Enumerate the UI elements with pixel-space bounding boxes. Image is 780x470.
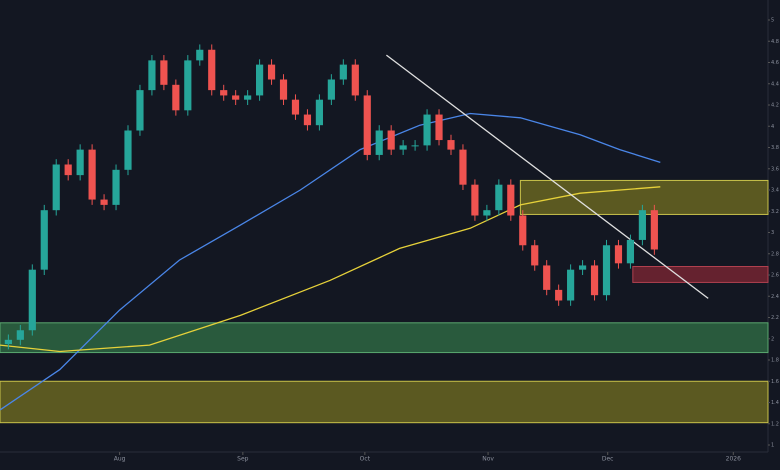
candle-body bbox=[363, 95, 371, 155]
candle-body bbox=[172, 84, 180, 111]
y-tick-label: 3 bbox=[771, 230, 774, 236]
candle-body bbox=[339, 64, 347, 80]
candle-body bbox=[638, 210, 646, 240]
candle-body bbox=[208, 49, 216, 91]
y-tick-label: 5 bbox=[771, 18, 774, 24]
candle-body bbox=[351, 64, 359, 96]
candle-body bbox=[88, 149, 96, 200]
x-tick-label: Oct bbox=[360, 456, 371, 463]
candle-body bbox=[136, 90, 144, 131]
candle-body bbox=[543, 265, 551, 290]
candle-body bbox=[614, 245, 623, 264]
candle-body bbox=[40, 210, 48, 270]
candle-body bbox=[387, 130, 395, 150]
candle-body bbox=[100, 199, 108, 205]
candle-body bbox=[495, 184, 503, 211]
candle-body bbox=[471, 184, 479, 216]
candle-body bbox=[28, 269, 36, 331]
y-tick-label: 3.6 bbox=[771, 166, 779, 172]
y-tick-label: 4.2 bbox=[771, 103, 779, 109]
candle-body bbox=[531, 245, 539, 266]
candle-body bbox=[232, 95, 240, 100]
candle-body bbox=[435, 114, 443, 141]
candle-body bbox=[244, 95, 252, 100]
candle-body bbox=[315, 99, 323, 126]
candle-body bbox=[411, 145, 419, 147]
candle-body bbox=[220, 90, 228, 96]
line bbox=[386, 54, 709, 299]
candle-body bbox=[291, 99, 300, 115]
candle-body bbox=[507, 184, 515, 216]
candle-body bbox=[447, 140, 455, 150]
y-tick-label: 1.8 bbox=[771, 358, 779, 364]
candle-body bbox=[112, 169, 120, 205]
candle-body bbox=[327, 79, 335, 100]
candle-body bbox=[483, 210, 491, 216]
candle-body bbox=[267, 64, 276, 80]
candle-body bbox=[124, 130, 132, 170]
candle-body bbox=[567, 269, 575, 301]
y-tick-label: 2 bbox=[771, 336, 774, 342]
candle-body bbox=[279, 79, 288, 100]
candle-body bbox=[196, 49, 204, 61]
candle-body bbox=[459, 149, 467, 185]
candle-body bbox=[399, 145, 407, 150]
line bbox=[0, 112, 661, 411]
x-tick-label: 2026 bbox=[726, 456, 741, 463]
y-tick-label: 1 bbox=[771, 443, 774, 449]
candle-body bbox=[52, 164, 60, 211]
y-tick-label: 3.8 bbox=[771, 145, 779, 151]
candle-body bbox=[578, 265, 587, 270]
x-tick-label: Dec bbox=[602, 456, 614, 463]
candle-body bbox=[423, 114, 431, 146]
candle-body bbox=[76, 149, 84, 176]
line bbox=[0, 186, 661, 353]
candle-body bbox=[256, 64, 264, 96]
y-tick-label: 2.2 bbox=[771, 315, 779, 321]
x-tick-label: Sep bbox=[237, 456, 249, 463]
candle-body bbox=[602, 245, 611, 296]
candle-body bbox=[64, 164, 72, 176]
x-tick-label: Aug bbox=[114, 456, 126, 463]
y-tick-label: 3.4 bbox=[771, 188, 779, 194]
candle-body bbox=[590, 265, 599, 296]
candle-body bbox=[303, 114, 312, 126]
candle-body bbox=[16, 330, 24, 340]
y-tick-label: 1.2 bbox=[771, 421, 779, 427]
candle-body bbox=[375, 130, 383, 155]
y-tick-label: 1.6 bbox=[771, 379, 779, 385]
candle-body bbox=[519, 215, 527, 246]
y-tick-label: 3.2 bbox=[771, 209, 779, 215]
y-tick-label: 4.4 bbox=[771, 81, 779, 87]
y-tick-label: 2.4 bbox=[771, 294, 779, 300]
zone bbox=[0, 322, 769, 354]
candle-body bbox=[650, 210, 658, 250]
y-tick-label: 1.4 bbox=[771, 400, 779, 406]
y-tick-label: 4.6 bbox=[771, 60, 779, 66]
zone bbox=[0, 380, 769, 424]
zone bbox=[632, 266, 769, 283]
candle-body bbox=[148, 60, 156, 91]
candle-body bbox=[555, 289, 563, 301]
x-tick-label: Nov bbox=[482, 456, 494, 463]
candle-body bbox=[626, 239, 635, 264]
candle-body bbox=[4, 339, 12, 345]
candle-body bbox=[184, 60, 192, 111]
y-tick-label: 2.8 bbox=[771, 251, 779, 257]
y-tick-label: 2.6 bbox=[771, 273, 779, 279]
y-tick-label: 4 bbox=[771, 124, 774, 130]
candle-body bbox=[160, 60, 168, 85]
y-tick-label: 4.8 bbox=[771, 39, 779, 45]
